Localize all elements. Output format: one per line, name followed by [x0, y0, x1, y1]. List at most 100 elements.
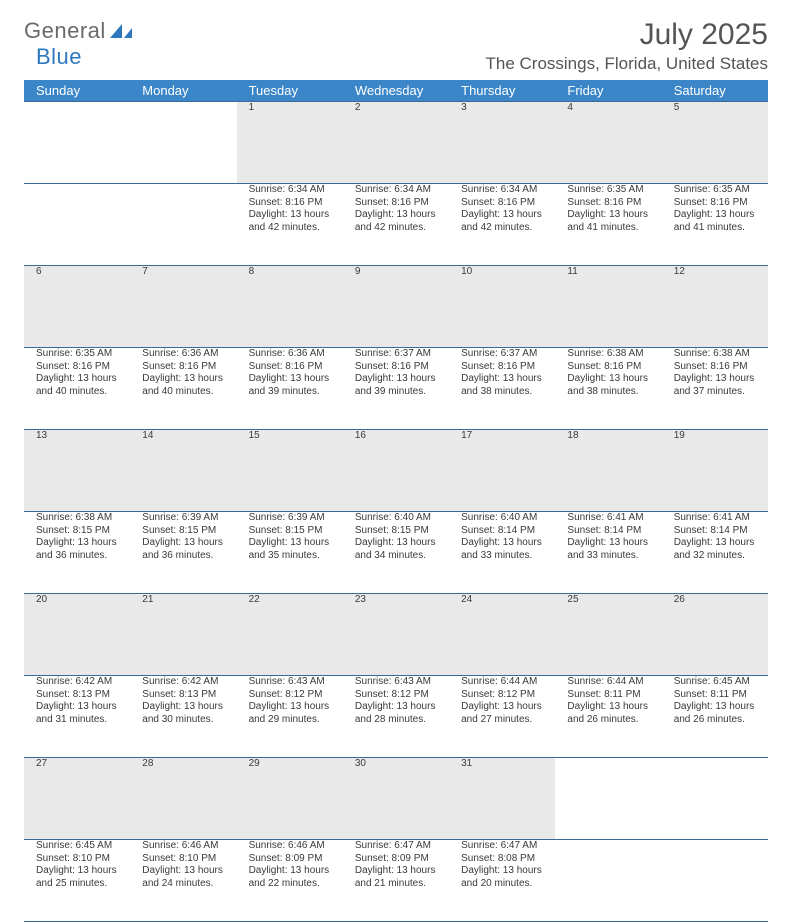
- logo-sail-icon: [108, 22, 136, 40]
- day-cell: Sunrise: 6:36 AMSunset: 8:16 PMDaylight:…: [130, 348, 236, 430]
- sunrise-line: Sunrise: 6:46 AM: [249, 840, 337, 853]
- daylight-line: Daylight: 13 hours and 40 minutes.: [142, 373, 230, 398]
- sunrise-line: Sunrise: 6:35 AM: [674, 184, 762, 197]
- day-cell: Sunrise: 6:37 AMSunset: 8:16 PMDaylight:…: [449, 348, 555, 430]
- day-cell: Sunrise: 6:38 AMSunset: 8:15 PMDaylight:…: [24, 512, 130, 594]
- sunset-line: Sunset: 8:12 PM: [355, 689, 443, 702]
- sunrise-line: Sunrise: 6:39 AM: [142, 512, 230, 525]
- title-block: July 2025 The Crossings, Florida, United…: [485, 18, 768, 74]
- day-number: 30: [343, 758, 449, 840]
- sunrise-line: Sunrise: 6:37 AM: [355, 348, 443, 361]
- sunset-line: Sunset: 8:14 PM: [461, 525, 549, 538]
- day-number: 17: [449, 430, 555, 512]
- day-number: 12: [662, 266, 768, 348]
- day-cell: Sunrise: 6:38 AMSunset: 8:16 PMDaylight:…: [555, 348, 661, 430]
- day-cell: Sunrise: 6:39 AMSunset: 8:15 PMDaylight:…: [130, 512, 236, 594]
- day-number: 27: [24, 758, 130, 840]
- empty-cell: [555, 840, 661, 922]
- day-number: 18: [555, 430, 661, 512]
- day-number: 24: [449, 594, 555, 676]
- day-number: 9: [343, 266, 449, 348]
- empty-cell: [662, 758, 768, 840]
- day-number: 26: [662, 594, 768, 676]
- sunset-line: Sunset: 8:09 PM: [355, 853, 443, 866]
- sunrise-line: Sunrise: 6:34 AM: [461, 184, 549, 197]
- sunset-line: Sunset: 8:09 PM: [249, 853, 337, 866]
- day-number-row: 2728293031: [24, 758, 768, 840]
- day-number: 14: [130, 430, 236, 512]
- day-number: 15: [237, 430, 343, 512]
- day-number: 2: [343, 102, 449, 184]
- daylight-line: Daylight: 13 hours and 24 minutes.: [142, 865, 230, 890]
- sunset-line: Sunset: 8:13 PM: [142, 689, 230, 702]
- sunset-line: Sunset: 8:13 PM: [36, 689, 124, 702]
- sunrise-line: Sunrise: 6:41 AM: [674, 512, 762, 525]
- day-number: 22: [237, 594, 343, 676]
- sunset-line: Sunset: 8:10 PM: [142, 853, 230, 866]
- calendar-table: Sunday Monday Tuesday Wednesday Thursday…: [24, 80, 768, 922]
- day-cell: Sunrise: 6:37 AMSunset: 8:16 PMDaylight:…: [343, 348, 449, 430]
- day-number: 8: [237, 266, 343, 348]
- day-cell: Sunrise: 6:42 AMSunset: 8:13 PMDaylight:…: [24, 676, 130, 758]
- day-number: 29: [237, 758, 343, 840]
- col-saturday: Saturday: [662, 80, 768, 102]
- sunrise-line: Sunrise: 6:36 AM: [249, 348, 337, 361]
- daylight-line: Daylight: 13 hours and 40 minutes.: [36, 373, 124, 398]
- header: General Blue July 2025 The Crossings, Fl…: [24, 18, 768, 74]
- col-thursday: Thursday: [449, 80, 555, 102]
- day-number: 6: [24, 266, 130, 348]
- day-number: 16: [343, 430, 449, 512]
- daylight-line: Daylight: 13 hours and 22 minutes.: [249, 865, 337, 890]
- sunset-line: Sunset: 8:16 PM: [461, 197, 549, 210]
- day-content-row: Sunrise: 6:34 AMSunset: 8:16 PMDaylight:…: [24, 184, 768, 266]
- sunrise-line: Sunrise: 6:42 AM: [36, 676, 124, 689]
- day-content-row: Sunrise: 6:38 AMSunset: 8:15 PMDaylight:…: [24, 512, 768, 594]
- sunset-line: Sunset: 8:10 PM: [36, 853, 124, 866]
- daylight-line: Daylight: 13 hours and 27 minutes.: [461, 701, 549, 726]
- day-cell: Sunrise: 6:47 AMSunset: 8:09 PMDaylight:…: [343, 840, 449, 922]
- daylight-line: Daylight: 13 hours and 36 minutes.: [142, 537, 230, 562]
- day-number: 20: [24, 594, 130, 676]
- sunset-line: Sunset: 8:16 PM: [567, 361, 655, 374]
- day-cell: Sunrise: 6:38 AMSunset: 8:16 PMDaylight:…: [662, 348, 768, 430]
- empty-cell: [24, 102, 130, 184]
- day-cell: Sunrise: 6:42 AMSunset: 8:13 PMDaylight:…: [130, 676, 236, 758]
- day-number: 21: [130, 594, 236, 676]
- sunset-line: Sunset: 8:12 PM: [461, 689, 549, 702]
- sunset-line: Sunset: 8:11 PM: [567, 689, 655, 702]
- sunset-line: Sunset: 8:16 PM: [355, 197, 443, 210]
- day-cell: Sunrise: 6:45 AMSunset: 8:11 PMDaylight:…: [662, 676, 768, 758]
- sunrise-line: Sunrise: 6:44 AM: [461, 676, 549, 689]
- sunrise-line: Sunrise: 6:45 AM: [36, 840, 124, 853]
- sunrise-line: Sunrise: 6:34 AM: [249, 184, 337, 197]
- col-sunday: Sunday: [24, 80, 130, 102]
- day-number-row: 13141516171819: [24, 430, 768, 512]
- daylight-line: Daylight: 13 hours and 25 minutes.: [36, 865, 124, 890]
- logo-text-blue: Blue: [36, 44, 82, 69]
- day-number: 25: [555, 594, 661, 676]
- daylight-line: Daylight: 13 hours and 33 minutes.: [567, 537, 655, 562]
- day-cell: Sunrise: 6:39 AMSunset: 8:15 PMDaylight:…: [237, 512, 343, 594]
- sunrise-line: Sunrise: 6:47 AM: [355, 840, 443, 853]
- daylight-line: Daylight: 13 hours and 28 minutes.: [355, 701, 443, 726]
- logo-text-general: General: [24, 18, 106, 44]
- day-number: 3: [449, 102, 555, 184]
- day-number-row: 6789101112: [24, 266, 768, 348]
- daylight-line: Daylight: 13 hours and 39 minutes.: [355, 373, 443, 398]
- sunset-line: Sunset: 8:08 PM: [461, 853, 549, 866]
- daylight-line: Daylight: 13 hours and 42 minutes.: [249, 209, 337, 234]
- sunset-line: Sunset: 8:15 PM: [249, 525, 337, 538]
- sunrise-line: Sunrise: 6:35 AM: [567, 184, 655, 197]
- daylight-line: Daylight: 13 hours and 20 minutes.: [461, 865, 549, 890]
- sunset-line: Sunset: 8:15 PM: [142, 525, 230, 538]
- sunset-line: Sunset: 8:16 PM: [249, 197, 337, 210]
- sunset-line: Sunset: 8:16 PM: [674, 197, 762, 210]
- empty-cell: [130, 102, 236, 184]
- day-cell: Sunrise: 6:41 AMSunset: 8:14 PMDaylight:…: [662, 512, 768, 594]
- daylight-line: Daylight: 13 hours and 33 minutes.: [461, 537, 549, 562]
- sunrise-line: Sunrise: 6:43 AM: [355, 676, 443, 689]
- day-number: 31: [449, 758, 555, 840]
- day-cell: Sunrise: 6:43 AMSunset: 8:12 PMDaylight:…: [343, 676, 449, 758]
- day-cell: Sunrise: 6:34 AMSunset: 8:16 PMDaylight:…: [449, 184, 555, 266]
- day-cell: Sunrise: 6:35 AMSunset: 8:16 PMDaylight:…: [24, 348, 130, 430]
